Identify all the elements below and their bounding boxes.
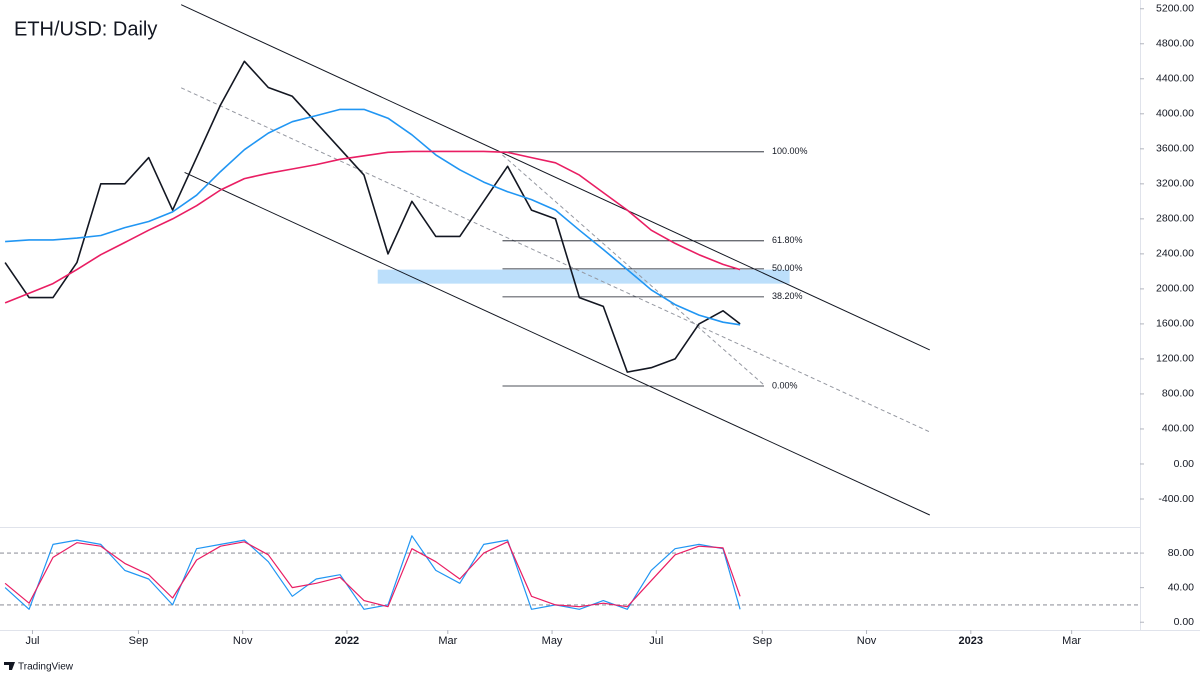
x-tick-label: 2023 [959,635,983,647]
trendline [180,87,930,433]
x-tick-label: Sep [129,635,149,647]
y-tick-label: 2000.00 [1156,283,1194,295]
x-tick-label: Mar [438,635,457,647]
fib-label: 61.80% [772,235,803,245]
y-tick-label: 4000.00 [1156,108,1194,120]
y-tick-label: 800.00 [1162,388,1194,400]
trendline [184,172,930,516]
footer-brand: TradingView [18,662,74,673]
series-line [4,535,741,610]
y-tick-label: 0.00 [1174,616,1195,628]
x-tick-label: Sep [752,635,772,647]
y-tick-label: 40.00 [1168,581,1194,593]
y-tick-label: 400.00 [1162,423,1194,435]
y-tick-label: -400.00 [1158,493,1194,505]
y-tick-label: 80.00 [1168,547,1194,559]
x-tick-label: Nov [857,635,877,647]
support-zone [377,269,790,284]
series-line [4,150,741,304]
y-tick-label: 5200.00 [1156,3,1194,15]
chart-title: ETH/USD: Daily [14,18,157,40]
logo-icon [4,662,15,670]
series-line [4,541,741,608]
series-line [4,60,741,373]
fib-label: 0.00% [772,380,798,390]
series-line [5,108,741,326]
x-tick-label: 2022 [335,635,359,647]
x-tick-label: May [542,635,563,647]
y-tick-label: 3200.00 [1156,178,1194,190]
y-tick-label: 4800.00 [1156,38,1194,50]
fib-label: 100.00% [772,146,808,156]
y-tick-label: 2400.00 [1156,248,1194,260]
x-tick-label: Mar [1062,635,1081,647]
trendline [180,4,930,351]
y-tick-label: 1200.00 [1156,353,1194,365]
fib-label: 38.20% [772,291,803,301]
trendline [502,154,765,386]
x-tick-label: Jul [25,635,39,647]
x-tick-label: Jul [649,635,663,647]
y-tick-label: 0.00 [1174,458,1195,470]
y-tick-label: 2800.00 [1156,213,1194,225]
y-tick-label: 3600.00 [1156,143,1194,155]
y-tick-label: 4400.00 [1156,73,1194,85]
y-tick-label: 1600.00 [1156,318,1194,330]
x-tick-label: Nov [233,635,253,647]
fib-label: 50.00% [772,263,803,273]
tradingview-logo: TradingView [4,662,74,673]
